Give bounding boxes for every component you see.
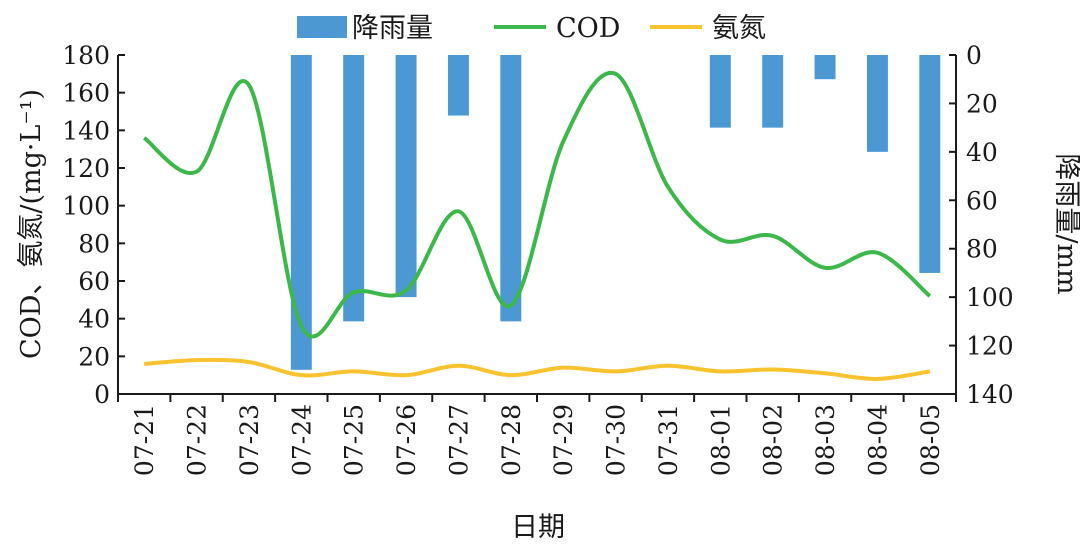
y-tick-label-left: 40	[78, 305, 110, 334]
rainfall-bar	[290, 55, 312, 370]
y-tick-label-right: 40	[966, 138, 998, 167]
y-tick-label-right: 120	[966, 332, 1014, 361]
x-tick-label: 07-29	[549, 404, 578, 476]
y-axis-title-right: 降雨量/mm	[1051, 153, 1080, 294]
y-tick-label-left: 60	[78, 267, 110, 296]
y-tick-label-left: 140	[62, 116, 110, 145]
rainfall-bar	[866, 55, 888, 152]
rainfall-bars	[290, 55, 941, 370]
rainfall-bar	[395, 55, 417, 298]
x-tick-label: 07-25	[340, 404, 369, 476]
y-tick-label-right: 100	[966, 283, 1014, 312]
x-tick-label: 08-04	[863, 404, 892, 476]
y-tick-label-left: 160	[62, 79, 110, 108]
y-axis-title-left: COD、氨氮/(mg·L⁻¹)	[16, 89, 47, 359]
x-tick-label: 07-26	[392, 404, 421, 476]
rainfall-bar	[814, 55, 836, 80]
y-tick-label-right: 60	[966, 186, 998, 215]
legend-label-rain: 降雨量	[352, 13, 433, 44]
y-tick-label-right: 20	[966, 89, 998, 118]
x-tick-label: 07-31	[654, 404, 683, 476]
legend-label-cod: COD	[556, 13, 620, 44]
y-tick-label-right: 0	[966, 41, 982, 70]
y-tick-label-left: 100	[62, 192, 110, 221]
x-tick-label: 07-27	[444, 404, 473, 476]
axes: 0 20 40 60 80 100 120 140 160 180 0 20 40 60 80 100 120 1…	[62, 41, 1013, 476]
x-tick-label: 07-23	[235, 404, 264, 476]
legend-swatch-rain	[297, 16, 347, 38]
x-tick-label: 08-02	[759, 404, 788, 476]
x-axis-title: 日期	[511, 512, 565, 543]
x-tick-label: 07-24	[287, 404, 316, 476]
rainfall-bar	[500, 55, 522, 322]
x-tick-label: 07-30	[602, 404, 631, 476]
rainfall-bar	[709, 55, 731, 128]
y-tick-label-left: 180	[62, 41, 110, 70]
y-tick-label-left: 120	[62, 154, 110, 183]
cod-line	[142, 70, 932, 339]
x-tick-label: 07-22	[183, 404, 212, 476]
rainfall-bar	[447, 55, 469, 116]
x-tick-label: 08-01	[706, 404, 735, 476]
y-tick-label-right: 80	[966, 235, 998, 264]
ammonia-line	[144, 357, 931, 381]
y-tick-label-right: 140	[966, 380, 1014, 409]
y-tick-label-left: 80	[78, 229, 110, 258]
x-tick-label: 08-03	[811, 404, 840, 476]
rainfall-bar	[343, 55, 365, 322]
rainfall-bar	[762, 55, 784, 128]
x-tick-label: 07-21	[130, 404, 159, 476]
rainfall-bar	[919, 55, 941, 273]
x-tick-label: 08-05	[916, 404, 945, 476]
y-tick-label-left: 20	[78, 342, 110, 371]
legend-label-ammonia: 氨氮	[712, 13, 766, 44]
y-tick-label-left: 0	[94, 380, 110, 409]
legend: 降雨量 COD 氨氮	[297, 13, 766, 44]
x-tick-label: 07-28	[497, 404, 526, 476]
